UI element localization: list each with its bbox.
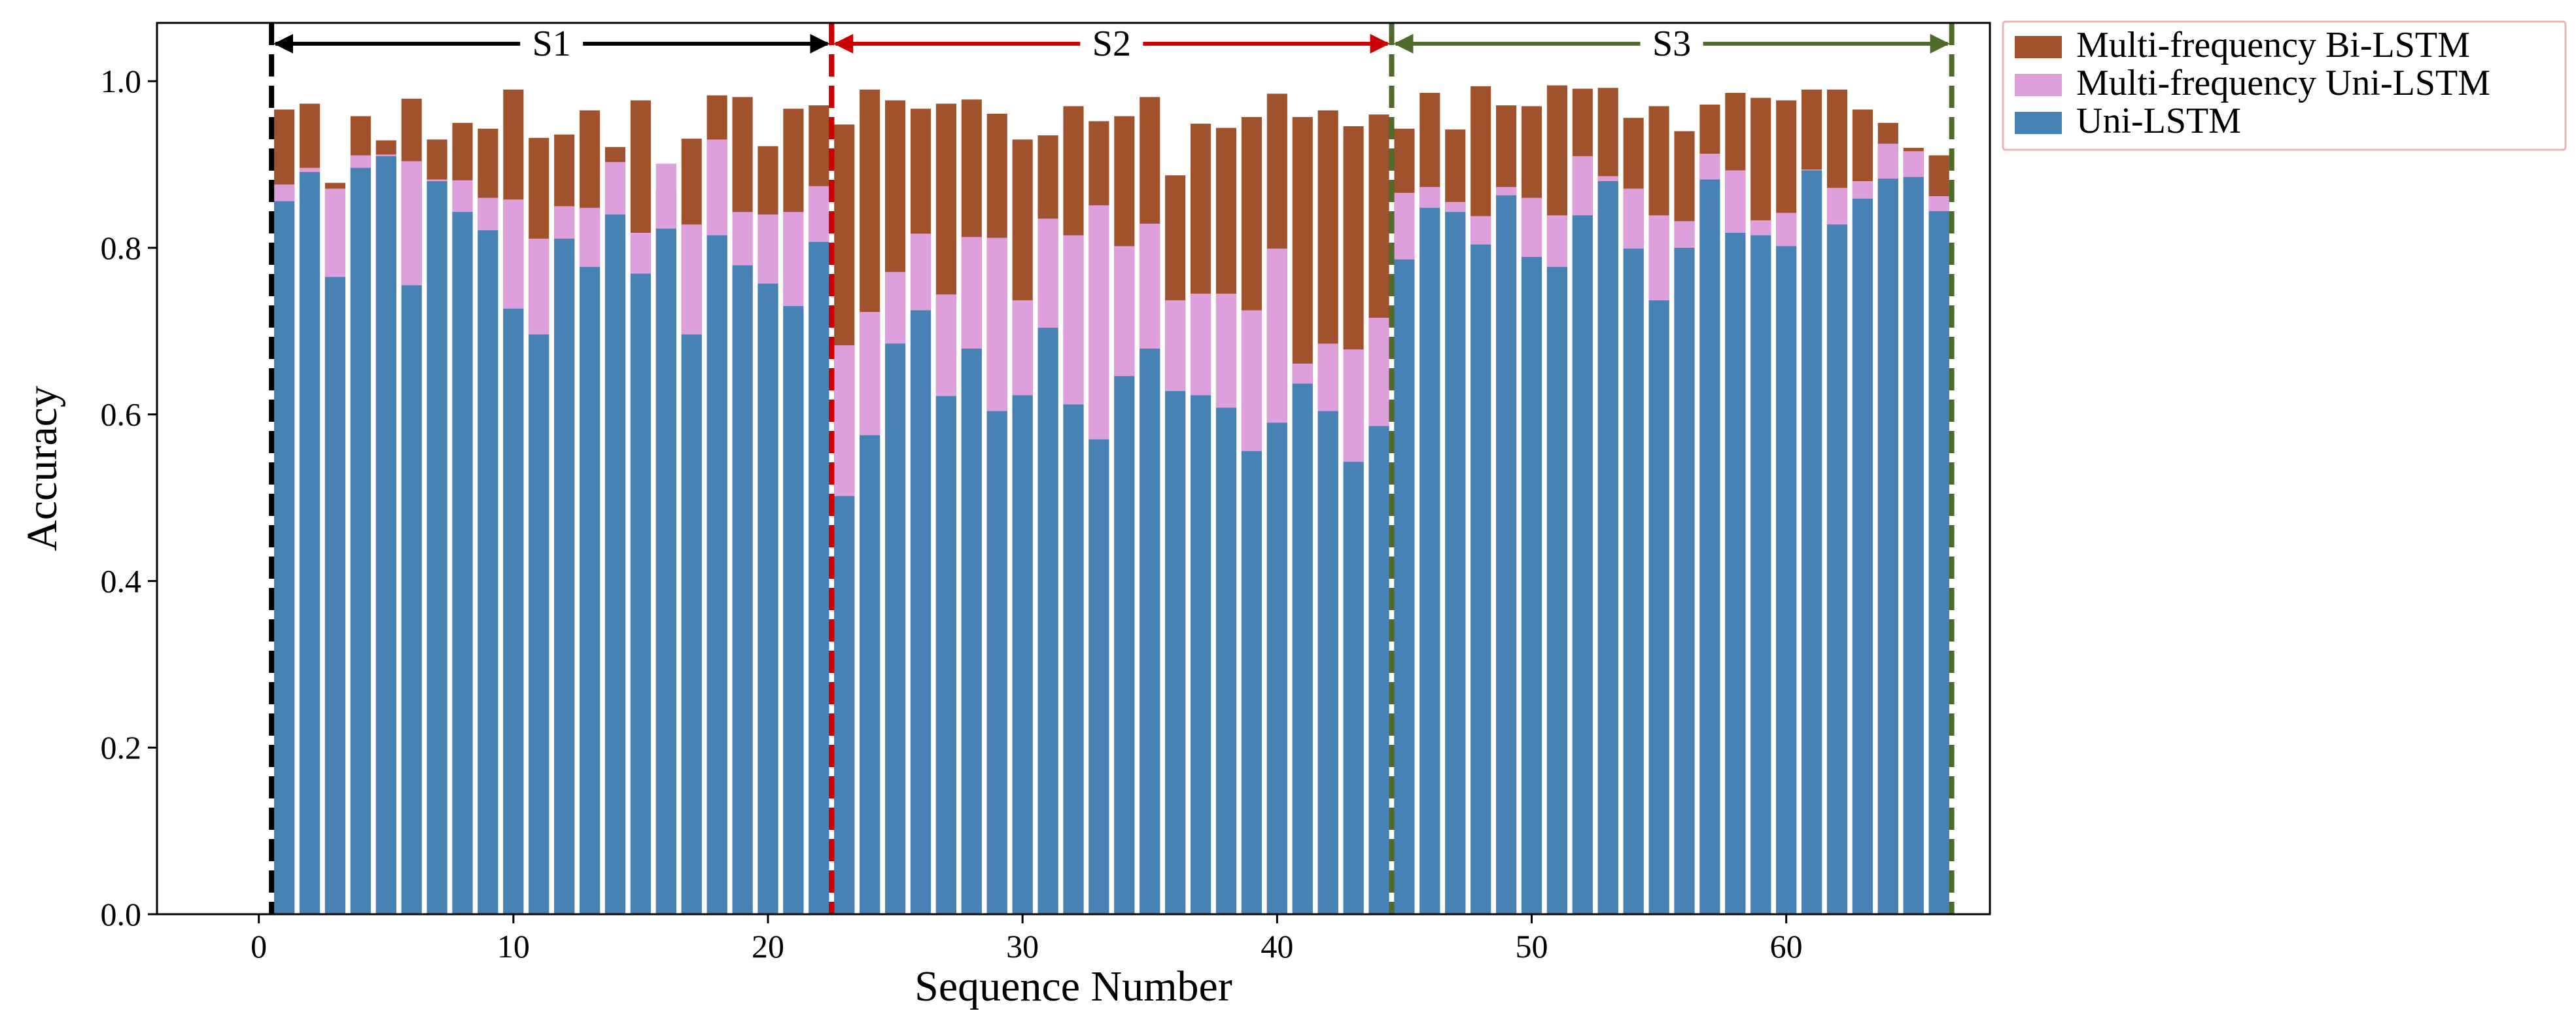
- section-label-s3: S3: [1652, 24, 1691, 64]
- legend-label: Uni-LSTM: [2076, 101, 2241, 141]
- bar-uni-lstm-54: [1623, 248, 1644, 915]
- y-tick-label: 0.8: [101, 230, 142, 266]
- bar-uni-lstm-10: [503, 308, 524, 914]
- bar-uni-lstm-44: [1368, 426, 1389, 914]
- bar-uni-lstm-13: [580, 267, 600, 915]
- bar-uni-lstm-18: [706, 235, 727, 914]
- y-tick-label: 0.2: [101, 729, 142, 766]
- legend-swatch: [2015, 112, 2062, 134]
- bar-uni-lstm-40: [1266, 422, 1287, 914]
- bar-uni-lstm-57: [1699, 179, 1720, 915]
- bar-uni-lstm-9: [478, 230, 498, 915]
- x-tick-label: 20: [752, 928, 784, 965]
- bar-uni-lstm-7: [426, 181, 447, 914]
- bar-uni-lstm-19: [732, 265, 753, 914]
- bar-uni-lstm-49: [1496, 195, 1517, 915]
- y-tick-label: 0.4: [101, 562, 142, 599]
- bar-uni-lstm-63: [1852, 198, 1873, 914]
- bar-uni-lstm-1: [274, 201, 295, 915]
- bar-uni-lstm-34: [1114, 376, 1135, 914]
- y-axis-ticks: 0.0 0.2 0.4 0.6 0.8 1.0: [101, 63, 157, 933]
- bar-uni-lstm-51: [1546, 267, 1567, 915]
- bar-uni-lstm-28: [961, 349, 982, 914]
- bar-uni-lstm-45: [1394, 259, 1415, 915]
- section-label-s2: S2: [1092, 24, 1131, 64]
- bar-uni-lstm-32: [1063, 404, 1084, 914]
- bar-uni-lstm-4: [350, 167, 371, 914]
- y-tick-label: 0.0: [101, 896, 142, 933]
- x-tick-label: 10: [497, 928, 530, 965]
- bar-uni-lstm-39: [1241, 451, 1262, 914]
- bar-uni-lstm-59: [1750, 235, 1771, 914]
- bar-uni-lstm-53: [1597, 181, 1618, 914]
- bars-layer: [274, 85, 1949, 915]
- bar-uni-lstm-2: [299, 172, 321, 915]
- bar-uni-lstm-66: [1928, 211, 1949, 914]
- bar-uni-lstm-46: [1419, 207, 1440, 914]
- bar-uni-lstm-58: [1725, 233, 1746, 914]
- section-boundaries: [269, 23, 1955, 914]
- bar-uni-lstm-21: [783, 306, 804, 915]
- bar-uni-lstm-64: [1877, 179, 1898, 914]
- bar-uni-lstm-25: [885, 343, 906, 914]
- y-tick-label: 1.0: [101, 63, 142, 99]
- x-tick-label: 0: [251, 928, 267, 965]
- bar-uni-lstm-65: [1903, 177, 1924, 914]
- bar-uni-lstm-43: [1343, 462, 1364, 914]
- section-label-s1: S1: [532, 24, 571, 64]
- x-axis-title: Sequence Number: [914, 963, 1232, 1010]
- bar-uni-lstm-52: [1572, 215, 1593, 914]
- bar-uni-lstm-48: [1471, 244, 1491, 915]
- bar-uni-lstm-29: [986, 411, 1007, 914]
- bar-uni-lstm-14: [604, 214, 626, 914]
- bar-uni-lstm-36: [1165, 391, 1186, 914]
- bar-uni-lstm-17: [681, 334, 702, 914]
- y-axis-title: Accuracy: [18, 386, 66, 551]
- section-markers: S1 S2 S3: [273, 24, 1950, 64]
- bar-uni-lstm-62: [1826, 224, 1848, 914]
- bar-uni-lstm-41: [1292, 383, 1313, 914]
- plot-frame: [156, 22, 1991, 916]
- legend-swatch: [2015, 36, 2062, 58]
- bar-uni-lstm-16: [655, 228, 676, 914]
- bar-uni-lstm-50: [1521, 256, 1542, 914]
- bar-uni-lstm-38: [1215, 407, 1237, 914]
- legend-label: Multi-frequency Uni-LSTM: [2076, 63, 2490, 103]
- bar-uni-lstm-37: [1191, 395, 1211, 914]
- bar-uni-lstm-15: [630, 273, 651, 915]
- bar-uni-lstm-26: [910, 310, 931, 915]
- bar-uni-lstm-23: [834, 496, 855, 914]
- bar-uni-lstm-6: [401, 285, 422, 914]
- bar-uni-lstm-5: [375, 156, 396, 914]
- legend-label: Multi-frequency Bi-LSTM: [2076, 25, 2470, 65]
- bar-uni-lstm-60: [1776, 246, 1797, 914]
- bar-uni-lstm-42: [1317, 411, 1338, 914]
- x-axis-ticks: 0 10 20 30 40 50 60: [251, 914, 1803, 965]
- bar-uni-lstm-55: [1648, 300, 1669, 914]
- bar-uni-lstm-30: [1012, 395, 1033, 914]
- bar-uni-lstm-33: [1088, 439, 1109, 914]
- x-tick-label: 30: [1006, 928, 1039, 965]
- bar-uni-lstm-3: [324, 277, 345, 914]
- x-tick-label: 50: [1516, 928, 1548, 965]
- legend-box: [2002, 20, 2567, 151]
- bar-uni-lstm-31: [1037, 328, 1058, 915]
- legend-swatch: [2015, 74, 2062, 96]
- bar-uni-lstm-11: [529, 334, 549, 914]
- bar-uni-lstm-24: [860, 435, 880, 914]
- bar-uni-lstm-47: [1445, 212, 1466, 915]
- bar-uni-lstm-35: [1140, 349, 1160, 914]
- bar-uni-lstm-12: [554, 238, 575, 915]
- bar-uni-lstm-8: [452, 212, 473, 915]
- bar-uni-lstm-61: [1801, 170, 1822, 914]
- bar-uni-lstm-22: [809, 242, 829, 914]
- bar-uni-lstm-56: [1674, 247, 1695, 914]
- bar-uni-lstm-27: [935, 396, 956, 914]
- bar-uni-lstm-20: [757, 283, 778, 914]
- x-tick-label: 60: [1770, 928, 1803, 965]
- x-tick-label: 40: [1261, 928, 1293, 965]
- y-tick-label: 0.6: [101, 396, 142, 433]
